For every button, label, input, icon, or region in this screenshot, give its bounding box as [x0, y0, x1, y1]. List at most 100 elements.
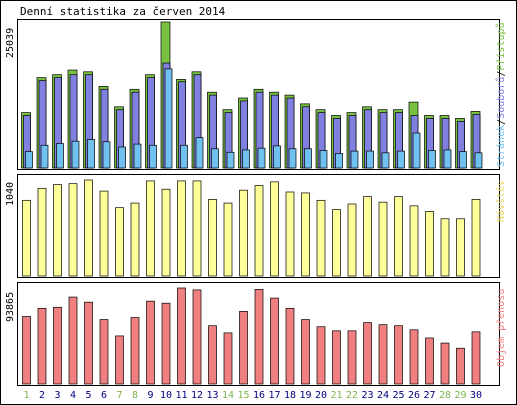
day-label: 15 — [237, 390, 249, 401]
bar-stranek — [25, 151, 33, 169]
bar-objem — [37, 307, 47, 385]
bar-objem — [99, 319, 109, 385]
bar-stranek — [118, 146, 126, 169]
day-label: 6 — [101, 390, 107, 401]
bar-objem — [208, 325, 217, 385]
bar-stranek — [397, 150, 405, 169]
day-label: 28 — [439, 390, 451, 401]
bar-objem — [192, 289, 202, 385]
bar-navstev — [223, 202, 233, 277]
bar-navstev — [115, 207, 124, 277]
day-label: 13 — [206, 390, 218, 401]
bar-objem — [68, 296, 78, 385]
traffic-bars — [22, 287, 481, 385]
hits-legend: Stránek/Souborů/Přístupů — [495, 22, 507, 167]
day-label: 25 — [392, 390, 404, 401]
bar-objem — [53, 306, 62, 385]
bar-objem — [347, 330, 357, 385]
bar-objem — [115, 335, 124, 385]
bar-navstev — [177, 180, 186, 277]
day-label: 8 — [132, 390, 138, 401]
day-label: 18 — [284, 390, 296, 401]
day-label: 30 — [470, 390, 482, 401]
bar-objem — [22, 316, 31, 385]
day-label: 19 — [299, 390, 311, 401]
bar-navstev — [471, 199, 481, 277]
hits-ymax-label: 25039 — [5, 28, 16, 58]
bar-stranek — [288, 148, 297, 169]
bar-navstev — [440, 218, 450, 277]
bar-objem — [285, 307, 295, 385]
bar-navstev — [37, 187, 47, 277]
bar-stranek — [412, 132, 421, 169]
day-label: 14 — [222, 390, 234, 401]
panel-frame-hits — [17, 19, 500, 170]
bar-objem — [223, 332, 233, 385]
bar-objem — [239, 311, 248, 385]
day-label: 21 — [330, 390, 342, 401]
bar-navstev — [394, 196, 403, 277]
legend-sep2: / — [496, 119, 507, 125]
bar-stranek — [381, 152, 390, 169]
bar-stranek — [211, 148, 219, 169]
day-label: 11 — [175, 390, 187, 401]
day-labels: 1 2 3 4 5 6 7 8 9 10 11 12 13 14 15 16 17 18 19 20 21 22 23 24 2… — [23, 390, 482, 401]
bar-navstev — [425, 211, 434, 277]
day-label: 16 — [253, 390, 265, 401]
bar-stranek — [242, 149, 250, 169]
bar-objem — [440, 342, 450, 385]
bar-navstev — [301, 192, 310, 277]
legend-sep1: / — [496, 71, 507, 77]
visits-ymax-label: 1040 — [5, 182, 16, 206]
bar-navstev — [270, 181, 279, 277]
bar-stranek — [195, 137, 204, 169]
day-label: 27 — [423, 390, 435, 401]
bar-objem — [316, 326, 326, 385]
visits-legend: Návštěv — [495, 180, 507, 222]
day-label: 20 — [315, 390, 327, 401]
bar-stranek — [459, 151, 467, 169]
bar-stranek — [87, 139, 95, 169]
bar-navstev — [130, 202, 140, 277]
bar-navstev — [363, 196, 372, 277]
panel-frame-traffic — [17, 282, 500, 386]
bar-stranek — [180, 144, 188, 169]
bar-objem — [177, 287, 186, 385]
bar-stranek — [273, 145, 281, 169]
panel-frame-visits — [17, 174, 500, 278]
bar-objem — [84, 301, 93, 385]
bar-stranek — [474, 152, 483, 169]
bar-navstev — [161, 188, 171, 277]
day-label: 3 — [54, 390, 60, 401]
bar-navstev — [208, 199, 217, 277]
bar-objem — [363, 322, 372, 385]
bar-navstev — [146, 180, 155, 277]
bar-stranek — [443, 149, 452, 169]
bar-stranek — [304, 148, 312, 169]
traffic-legend: Objem přenosu — [495, 289, 507, 367]
hits-bars — [21, 21, 483, 169]
bar-navstev — [409, 205, 419, 277]
bar-stranek — [257, 147, 266, 169]
day-label: 10 — [160, 390, 172, 401]
bar-navstev — [285, 191, 295, 277]
day-label: 29 — [454, 390, 466, 401]
day-label: 23 — [361, 390, 373, 401]
bar-objem — [270, 297, 279, 385]
bar-stranek — [350, 150, 359, 169]
bar-navstev — [239, 189, 248, 277]
bar-navstev — [22, 199, 31, 277]
bar-stranek — [366, 150, 374, 169]
day-label: 26 — [408, 390, 420, 401]
bar-objem — [409, 329, 419, 385]
bar-navstev — [68, 183, 78, 277]
traffic-ymax-label: 93865 — [5, 292, 16, 322]
bar-stranek — [40, 144, 49, 169]
bar-navstev — [84, 179, 93, 277]
day-label: 4 — [70, 390, 76, 401]
day-label: 12 — [191, 390, 203, 401]
legend-souboru: Souborů — [495, 77, 507, 119]
bar-objem — [471, 331, 481, 385]
